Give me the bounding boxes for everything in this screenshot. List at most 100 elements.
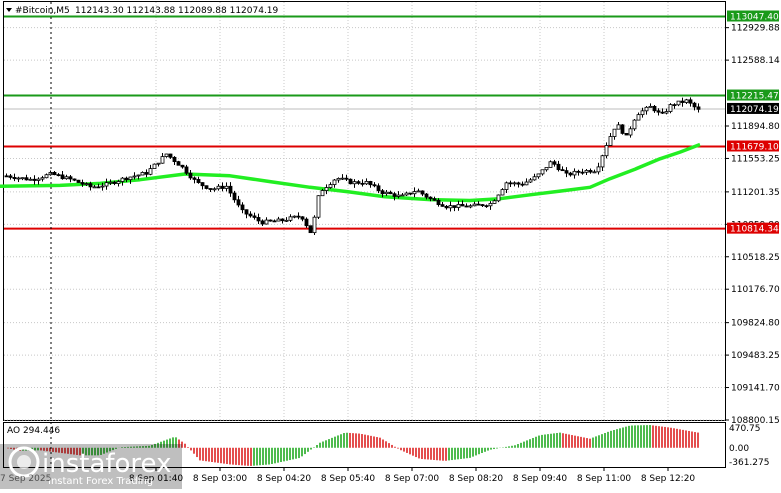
level-label: 112215.47: [730, 92, 779, 102]
candle: [308, 225, 313, 234]
level-labels: 113047.40 112215.47 111679.10 110814.34 1120…: [727, 10, 779, 235]
candle: [44, 173, 49, 179]
candle: [496, 194, 501, 203]
candle: [288, 214, 293, 223]
candle: [268, 219, 273, 222]
candle: [80, 179, 85, 187]
candle: [16, 176, 21, 183]
chart-symbol: #Bitcoin,M5: [15, 6, 70, 16]
candle: [452, 205, 457, 212]
candle: [500, 188, 505, 196]
candle: [104, 178, 109, 190]
level-label-box: [727, 222, 779, 234]
candle: [396, 191, 401, 199]
candle: [528, 178, 533, 183]
candle: [648, 103, 653, 108]
candle: [600, 154, 605, 171]
candle: [404, 191, 409, 196]
candle: [64, 174, 69, 180]
candle: [512, 181, 517, 187]
candle: [664, 108, 669, 115]
candle: [204, 185, 209, 190]
candle: [172, 156, 177, 165]
candle: [32, 175, 37, 185]
watermark: instaforex Instant Forex Trading 7 Sep 2…: [0, 444, 182, 489]
candle: [476, 201, 481, 206]
candle: [292, 215, 297, 219]
candle: [28, 177, 33, 181]
candle: [468, 204, 473, 209]
candle: [564, 167, 569, 178]
candle: [568, 171, 573, 177]
instaforex-logo-icon: [8, 446, 40, 478]
candle: [412, 187, 417, 198]
candle: [216, 184, 221, 191]
time-tick-label: 8 Sep 03:00: [193, 474, 248, 484]
candle: [100, 182, 105, 191]
candle: [56, 173, 61, 177]
candle: [120, 177, 125, 186]
candle: [192, 176, 197, 184]
candle: [220, 182, 225, 192]
price-tick-label: 110518.25: [731, 253, 780, 263]
candle: [184, 164, 189, 175]
candle: [420, 190, 425, 197]
time-tick-label: 8 Sep 11:00: [577, 474, 632, 484]
time-tick-label: 8 Sep 08:20: [449, 474, 504, 484]
candle: [364, 178, 369, 185]
candle: [640, 107, 645, 118]
watermark-backdrop: [0, 444, 182, 489]
candle: [480, 204, 485, 208]
level-label: 111679.10: [730, 142, 779, 152]
candle: [444, 205, 449, 210]
candle: [696, 103, 701, 113]
candle: [4, 173, 9, 178]
candles: [4, 97, 701, 236]
candle: [112, 180, 117, 186]
candle: [316, 195, 321, 219]
price-tick-label: 112929.88: [731, 24, 780, 34]
candle: [464, 203, 469, 208]
candle: [304, 217, 309, 228]
candle: [336, 177, 341, 183]
time-fragment: 7 Sep 2025: [0, 474, 51, 484]
candle: [312, 215, 317, 236]
candle: [328, 182, 333, 189]
candle: [572, 168, 577, 179]
candle: [556, 160, 561, 172]
candle: [232, 190, 237, 203]
price-tick-label: 109141.70: [731, 384, 780, 394]
time-tick-label: 8 Sep 04:20: [257, 474, 312, 484]
candle: [132, 172, 137, 180]
candle: [116, 179, 121, 187]
candle: [392, 192, 397, 201]
candle: [536, 173, 541, 179]
candle: [300, 216, 305, 222]
candle: [164, 153, 169, 158]
candle: [552, 159, 557, 167]
level-label-box: [727, 140, 779, 152]
triangle-down-icon: [6, 8, 12, 12]
candle: [540, 169, 545, 176]
level-label-box: [727, 89, 779, 101]
candle: [488, 201, 493, 210]
candle: [24, 174, 29, 181]
candle: [608, 132, 613, 146]
candle: [548, 160, 553, 168]
candle: [340, 174, 345, 181]
candle: [424, 193, 429, 200]
candle: [628, 126, 633, 138]
candle: [140, 171, 145, 176]
candle: [576, 169, 581, 176]
ao-bars: [7, 425, 699, 466]
candle: [460, 200, 465, 207]
candle: [676, 100, 681, 107]
candle: [472, 201, 477, 207]
candle: [188, 169, 193, 180]
candle: [128, 176, 133, 184]
candle: [240, 202, 245, 214]
candle: [388, 190, 393, 195]
candle: [212, 187, 217, 192]
